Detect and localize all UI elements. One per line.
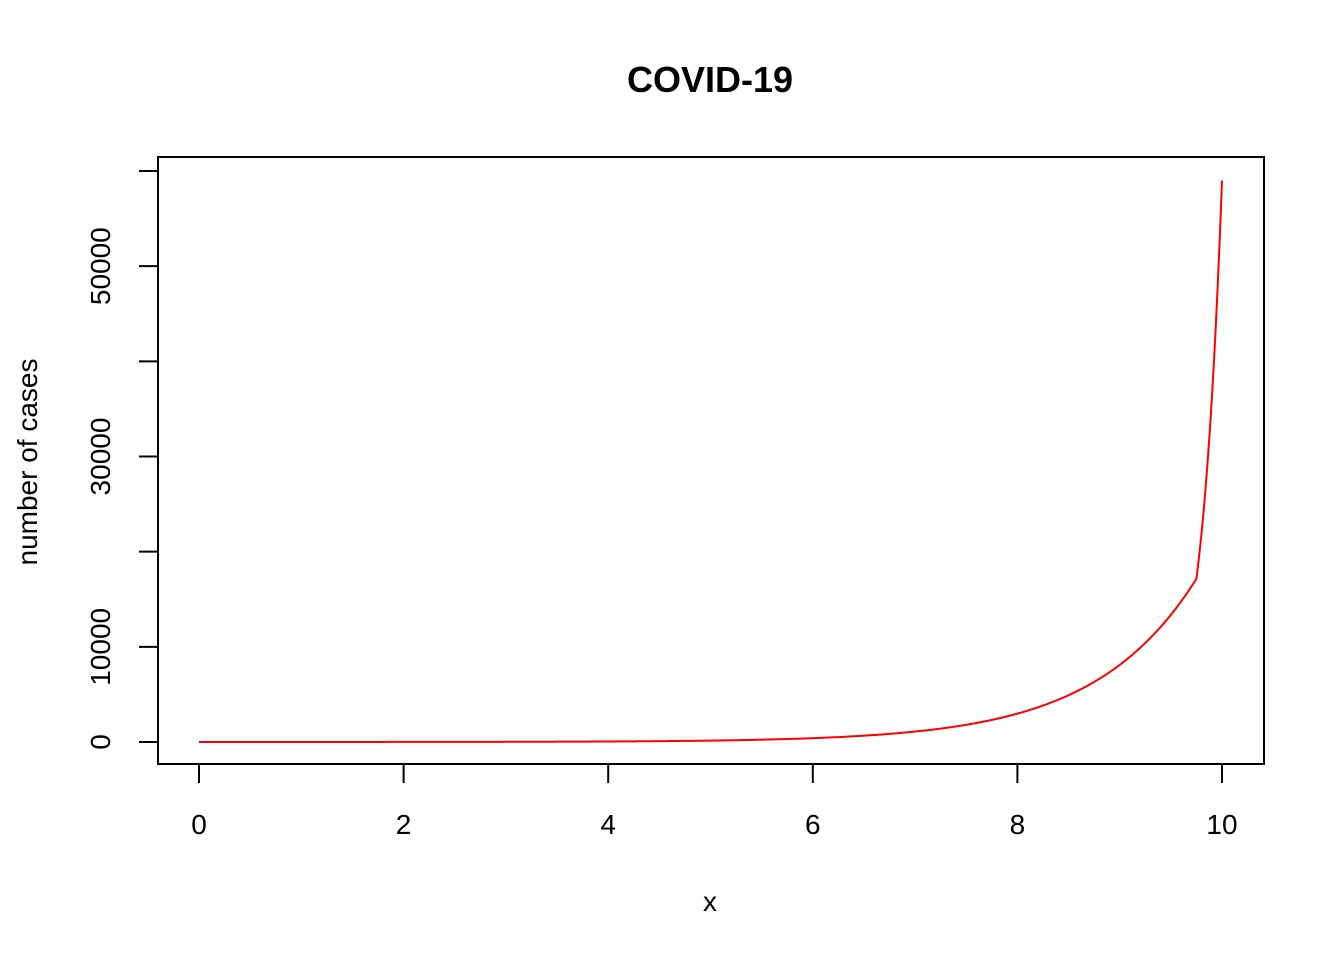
y-tick-label: 0 xyxy=(85,734,116,750)
x-axis-label: x xyxy=(703,886,717,917)
plot-frame xyxy=(157,156,1265,765)
x-tick-label: 4 xyxy=(600,809,616,840)
y-tick-label: 30000 xyxy=(85,418,116,496)
series-line xyxy=(199,180,1223,743)
y-tick-label: 10000 xyxy=(85,608,116,686)
x-tick-label: 8 xyxy=(1010,809,1026,840)
x-tick-label: 6 xyxy=(805,809,821,840)
y-tick-label: 50000 xyxy=(85,227,116,305)
x-tick-label: 0 xyxy=(191,809,207,840)
series-layer xyxy=(199,180,1223,743)
y-axis: 0 10000 30000 50000 xyxy=(85,170,159,750)
chart-title: COVID-19 xyxy=(627,59,793,100)
x-tick-label: 10 xyxy=(1206,809,1237,840)
x-tick-label: 2 xyxy=(396,809,412,840)
x-axis: 0 2 4 6 8 10 xyxy=(191,763,1238,840)
y-axis-label: number of cases xyxy=(12,359,43,566)
